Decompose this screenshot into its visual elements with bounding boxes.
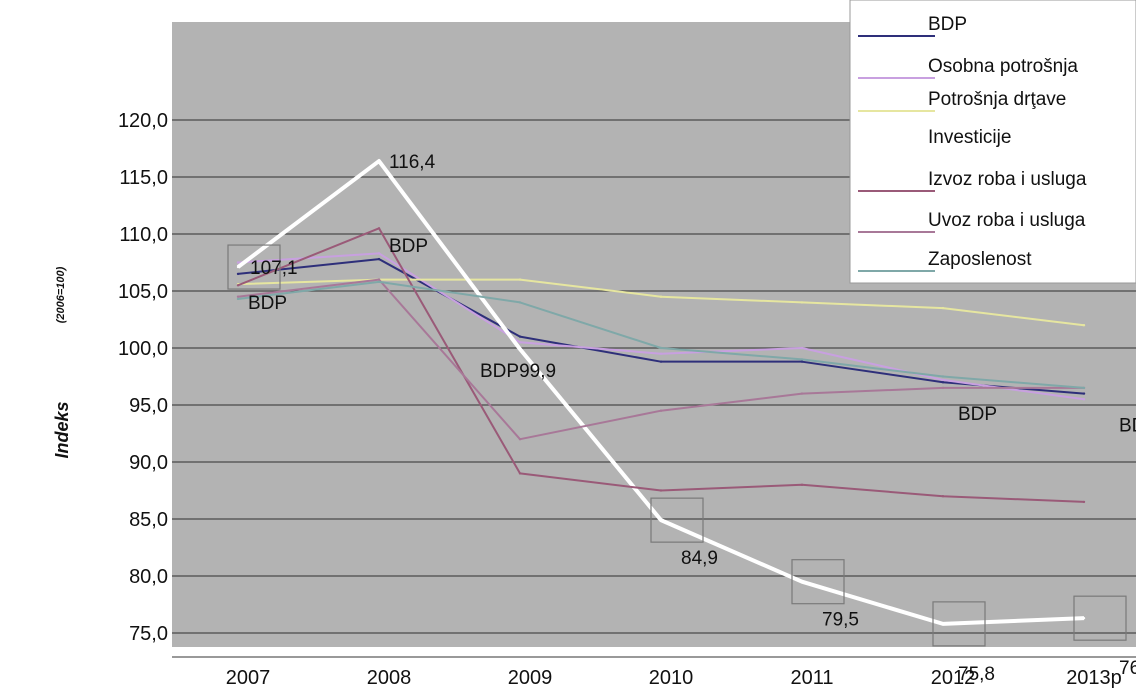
x-tick-label: 2007: [226, 667, 271, 689]
data-point: [518, 347, 522, 351]
data-point: [236, 261, 240, 264]
data-point: [800, 483, 804, 486]
data-point: [800, 301, 804, 304]
data-label: 79,5: [822, 610, 859, 631]
y-tick-label: 90,0: [129, 452, 168, 474]
data-point: [377, 278, 381, 281]
data-point: [941, 495, 945, 498]
label-box: [227, 244, 281, 290]
data-label: 116,4: [389, 152, 436, 173]
x-tick-label: 2008: [367, 667, 412, 689]
data-point: [659, 518, 663, 522]
data-label: 84,9: [681, 548, 718, 569]
data-point: [1082, 616, 1086, 620]
y-tick-label: 80,0: [129, 566, 168, 588]
legend-label: Investicije: [928, 127, 1011, 148]
data-point: [1082, 500, 1086, 504]
data-point: [1082, 324, 1086, 327]
legend-label: Izvoz roba i usluga: [928, 169, 1087, 190]
data-label: BDP99,9: [480, 361, 556, 382]
legend-label: Osobna potrošnja: [928, 56, 1078, 77]
data-point: [377, 252, 381, 255]
data-point: [377, 280, 381, 284]
legend-label: Zaposlenost: [928, 249, 1032, 270]
y-tick-label: 100,0: [118, 338, 168, 360]
y-axis-sublabel: (2006=100): [55, 266, 67, 323]
y-tick-label: 115,0: [119, 167, 168, 189]
y-tick-label: 110,0: [119, 224, 168, 246]
x-tick-label: 2009: [508, 667, 553, 689]
data-point: [659, 352, 663, 355]
label-box: [1073, 595, 1127, 641]
y-tick-label: 120,0: [118, 110, 168, 132]
data-point: [518, 301, 522, 304]
data-point: [236, 297, 240, 301]
data-point: [659, 489, 663, 492]
data-point: [518, 335, 522, 338]
data-point: [800, 346, 804, 350]
data-point: [800, 358, 804, 361]
legend: BDP Osobna potrošnja Potrošnja drţave Inves…: [849, 0, 1136, 284]
data-label: BDP: [1119, 416, 1136, 437]
x-tick-label: 2011: [790, 667, 833, 689]
data-point: [236, 265, 240, 269]
label-boxes: [227, 244, 1127, 647]
data-label: 76,3: [1119, 658, 1136, 679]
series-layer: [236, 159, 1086, 626]
y-axis-label: Indeks: [52, 401, 72, 458]
data-label: BDP: [248, 293, 287, 314]
data-point: [941, 386, 945, 390]
x-tick-label: 2010: [649, 667, 694, 689]
data-point: [377, 159, 381, 163]
legend-label: Potrošnja drţave: [928, 89, 1066, 110]
data-label: 75,8: [958, 664, 995, 685]
data-point: [941, 381, 945, 384]
y-tick-label: 95,0: [129, 395, 168, 417]
data-point: [377, 227, 381, 230]
label-box: [650, 497, 704, 543]
y-tick-label: 85,0: [129, 509, 168, 531]
data-point: [659, 295, 663, 298]
data-label: BDP: [389, 236, 428, 257]
data-label: BDP: [958, 404, 997, 425]
data-point: [518, 472, 522, 475]
x-tick-label: 2013p: [1066, 667, 1122, 689]
data-point: [377, 257, 381, 261]
data-point: [800, 360, 804, 363]
label-box: [932, 601, 986, 647]
data-point: [1082, 398, 1086, 401]
data-point: [518, 341, 522, 344]
data-point: [659, 360, 663, 363]
data-point: [1082, 386, 1086, 390]
data-point: [800, 392, 804, 395]
data-point: [236, 272, 240, 276]
data-point: [518, 438, 522, 441]
data-point: [236, 284, 240, 287]
legend-box: [849, 0, 1136, 284]
legend-label: Uvoz roba i usluga: [928, 210, 1086, 231]
data-point: [941, 375, 945, 378]
y-tick-label: 105,0: [118, 281, 168, 303]
y-tick-label: 75,0: [129, 623, 168, 645]
data-point: [941, 306, 945, 310]
data-point: [941, 622, 945, 626]
y-tick-labels: 75,0 80,0 85,0 90,0 95,0 100,0 105,0 110,0 115,0…: [118, 110, 168, 645]
label-box: [791, 559, 845, 605]
data-point: [659, 409, 663, 412]
legend-label: BDP: [928, 14, 967, 35]
data-point: [236, 295, 240, 298]
x-tick-label: 2012: [931, 667, 976, 689]
data-point: [518, 278, 522, 281]
data-labels: 107,1 BDP BDP 116,4 BDP99,9 84,9 79,5 BDP 75,8 BD…: [248, 152, 1136, 685]
data-point: [941, 378, 945, 382]
data-point: [800, 580, 804, 583]
data-point: [1082, 392, 1086, 395]
data-label: 107,1: [250, 258, 298, 279]
x-tick-labels: 2007 2008 2009 2010 2011 2012 2013p: [226, 667, 1122, 689]
data-point: [659, 346, 663, 350]
